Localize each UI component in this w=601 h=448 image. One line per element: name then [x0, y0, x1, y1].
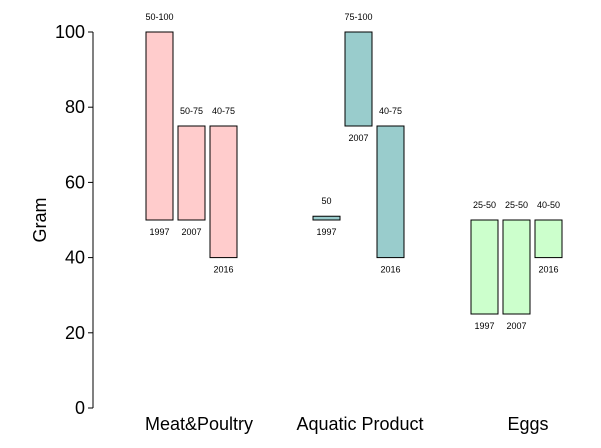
bar-range-label: 40-50 — [537, 200, 560, 210]
bar-range-label: 25-50 — [473, 200, 496, 210]
y-ticks: 0 20 40 60 80 100 — [55, 22, 93, 418]
bar-0-2016 — [209, 125, 238, 259]
bar-range-label: 50 — [321, 196, 331, 206]
bar-1-2016 — [376, 125, 405, 259]
category-label: Eggs — [507, 414, 548, 434]
bar-2-1997 — [470, 219, 499, 315]
bar-0-1997 — [145, 31, 174, 221]
y-tick-label: 80 — [65, 97, 85, 117]
y-tick-label: 0 — [75, 398, 85, 418]
bar-1-2007 — [344, 31, 373, 127]
y-axis-title: Gram — [30, 198, 50, 243]
category-labels: Meat&Poultry Aquatic Product Eggs — [145, 414, 549, 434]
y-tick-label: 20 — [65, 323, 85, 343]
bar-range-label: 25-50 — [505, 200, 528, 210]
bar-range-label: 50-100 — [145, 12, 173, 22]
bar-range-label: 75-100 — [344, 12, 372, 22]
category-label: Meat&Poultry — [145, 414, 253, 434]
bar-2-2016 — [534, 219, 563, 259]
y-tick-label: 60 — [65, 172, 85, 192]
bar-year-label: 2016 — [538, 265, 558, 275]
bar-range-label: 40-75 — [379, 106, 402, 116]
y-tick-label: 40 — [65, 248, 85, 268]
bar-year-label: 2007 — [506, 321, 526, 331]
bars: 50-100 1997 50-75 2007 40-75 2016 50 1997 75-100… — [145, 12, 563, 331]
bar-0-2007 — [177, 125, 206, 221]
bar-2-2007 — [502, 219, 531, 315]
bar-year-label: 2016 — [213, 265, 233, 275]
bar-range-label: 40-75 — [212, 106, 235, 116]
bar-year-label: 1997 — [149, 227, 169, 237]
bar-year-label: 2016 — [380, 265, 400, 275]
bar-range-label: 50-75 — [180, 106, 203, 116]
bar-year-label: 2007 — [348, 133, 368, 143]
bar-1-1997 — [312, 215, 341, 221]
category-label: Aquatic Product — [296, 414, 423, 434]
bar-year-label: 1997 — [474, 321, 494, 331]
bar-year-label: 2007 — [181, 227, 201, 237]
bar-year-label: 1997 — [316, 227, 336, 237]
y-tick-label: 100 — [55, 22, 85, 42]
